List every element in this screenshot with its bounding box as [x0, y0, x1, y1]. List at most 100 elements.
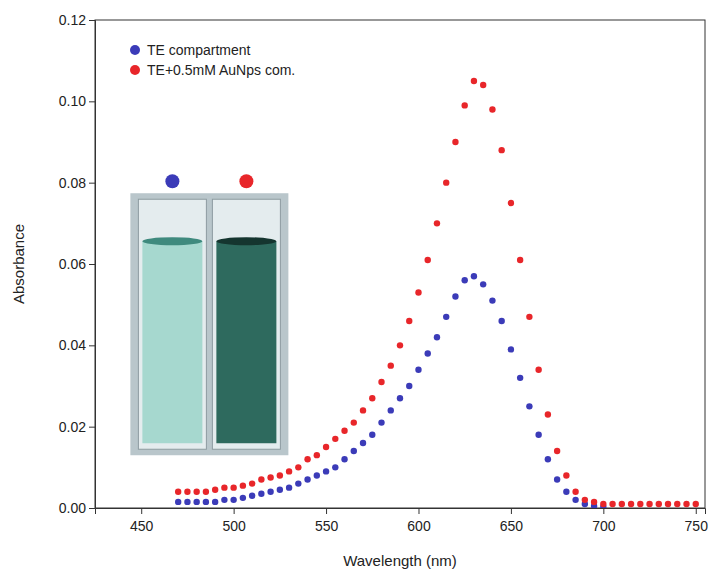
data-point [341, 428, 347, 434]
data-point [314, 472, 320, 478]
plot: 4505005506006507007500.000.020.040.060.0… [59, 12, 708, 534]
y-tick-label: 0.10 [59, 93, 86, 109]
data-point [267, 489, 273, 495]
data-area [175, 78, 699, 508]
x-tick-label: 650 [500, 518, 524, 534]
data-point [563, 489, 569, 495]
x-tick-mark [326, 508, 327, 514]
x-tick: 450 [130, 508, 154, 534]
data-point [249, 480, 255, 486]
y-axis-line [89, 21, 96, 509]
data-point [656, 501, 662, 507]
y-tick-label: 0.06 [59, 256, 86, 272]
data-point [572, 497, 578, 503]
data-point [480, 82, 486, 88]
data-point [517, 257, 523, 263]
data-point [683, 501, 689, 507]
y-tick-mark [89, 20, 95, 21]
data-point [203, 499, 209, 505]
data-point [628, 501, 634, 507]
data-point [314, 452, 320, 458]
y-tick-label: 0.04 [59, 337, 86, 353]
legend-label: TE compartment [147, 42, 251, 58]
data-point [425, 257, 431, 263]
y-tick: 0.12 [59, 12, 95, 28]
data-point [545, 456, 551, 462]
legend-marker [130, 45, 140, 55]
data-point [554, 476, 560, 482]
cuvette-liquid [216, 241, 276, 443]
x-tick: 750 [685, 508, 709, 534]
legend: TE compartment TE+0.5mM AuNps com. [130, 42, 295, 78]
data-point [443, 179, 449, 185]
cuvette-liquid [142, 241, 202, 443]
data-point [295, 480, 301, 486]
data-point [221, 484, 227, 490]
data-point [554, 448, 560, 454]
y-tick-mark [89, 101, 95, 102]
y-tick-mark [89, 264, 95, 265]
data-point [498, 318, 504, 324]
data-point [545, 411, 551, 417]
data-point [332, 464, 338, 470]
data-point [240, 495, 246, 501]
cuvette-meniscus [142, 237, 202, 245]
data-point [471, 78, 477, 84]
data-point [471, 273, 477, 279]
data-point [193, 499, 199, 505]
data-point [582, 497, 588, 503]
data-point [332, 436, 338, 442]
y-tick: 0.08 [59, 175, 95, 191]
y-tick-mark [89, 345, 95, 346]
data-point [378, 419, 384, 425]
data-point [360, 440, 366, 446]
y-tick: 0.02 [59, 419, 95, 435]
x-tick-label: 600 [407, 518, 431, 534]
data-point [646, 501, 652, 507]
data-point [258, 476, 264, 482]
data-point [388, 407, 394, 413]
data-point [693, 501, 699, 507]
data-point [498, 147, 504, 153]
data-point [591, 499, 597, 505]
y-tick: 0.10 [59, 93, 95, 109]
data-point [489, 106, 495, 112]
data-point [674, 501, 680, 507]
data-point [277, 472, 283, 478]
data-point [665, 501, 671, 507]
data-point [184, 499, 190, 505]
cuvette-meniscus [216, 237, 276, 245]
series [175, 273, 607, 508]
data-point [378, 379, 384, 385]
y-tick-label: 0.08 [59, 175, 86, 191]
data-point [452, 139, 458, 145]
legend-marker [130, 65, 140, 75]
data-point [212, 487, 218, 493]
x-tick: 650 [500, 508, 524, 534]
y-tick-label: 0.00 [59, 500, 86, 516]
y-tick: 0.06 [59, 256, 95, 272]
data-point [304, 456, 310, 462]
data-point [295, 464, 301, 470]
legend-item: TE compartment [130, 42, 251, 58]
x-tick-label: 450 [130, 518, 154, 534]
data-point [443, 314, 449, 320]
y-tick: 0.04 [59, 337, 95, 353]
x-axis-line [96, 509, 706, 515]
inset-photo [130, 174, 288, 455]
legend-label: TE+0.5mM AuNps com. [147, 62, 295, 78]
data-point [406, 383, 412, 389]
cuvette [138, 199, 206, 449]
x-tick-mark [603, 508, 604, 514]
cuvette [212, 199, 280, 449]
x-tick-mark [141, 508, 142, 514]
data-point [323, 468, 329, 474]
data-point [369, 395, 375, 401]
data-point [351, 448, 357, 454]
data-point [637, 501, 643, 507]
x-tick-label: 500 [222, 518, 246, 534]
data-point [563, 472, 569, 478]
data-point [249, 493, 255, 499]
y-axis: 0.00 0.02 0.04 0.06 0.08 0.10 0.12 [59, 12, 96, 516]
series [175, 78, 699, 507]
